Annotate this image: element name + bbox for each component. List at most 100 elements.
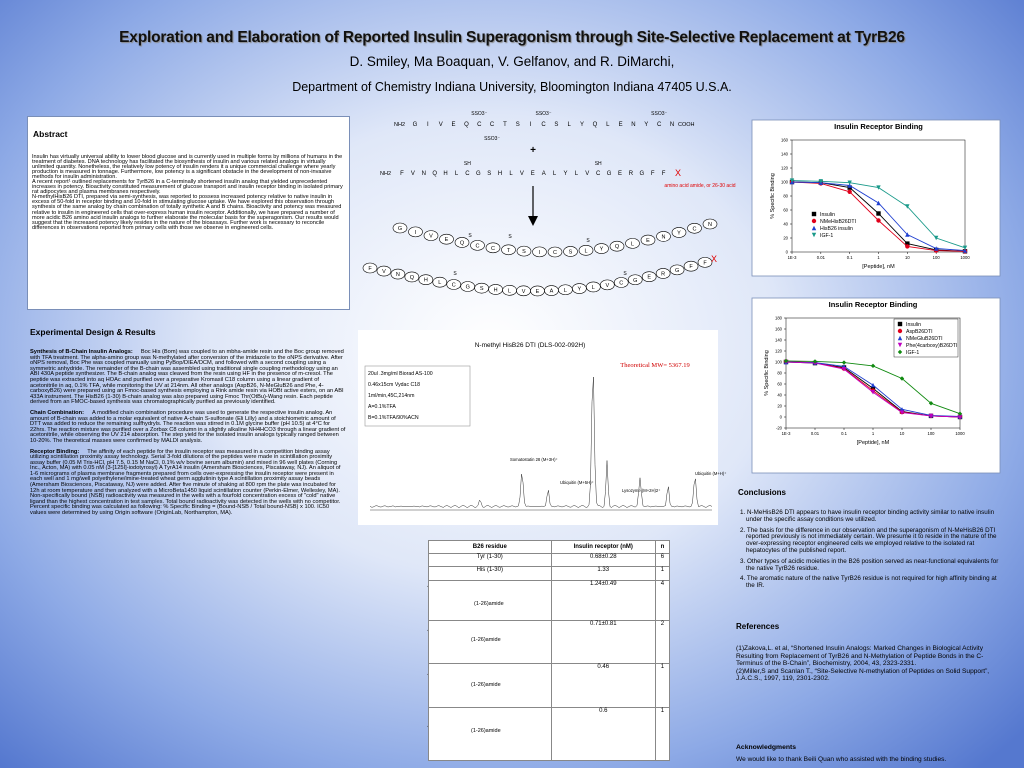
x-tick-label: 1 [877,255,880,260]
abstract-body: Insulin has virtually universal ability … [32,154,346,231]
residue-circle [669,264,685,276]
residue-circle [432,276,448,288]
y-tick-label: 180 [775,316,783,321]
residue: C [693,226,697,232]
marker [870,363,876,369]
marker [905,241,910,246]
peak-label: Ubiquitin (M+5H)⁺ [560,480,594,485]
end-note: amino acid amide, or 26-30 acid [664,183,735,189]
y-tick-label: -20 [776,426,783,431]
residue: C [476,243,480,249]
x-tick-label: 100 [933,255,941,260]
cell: 1 [654,566,671,581]
x-tick-label: 0.1 [841,431,847,436]
x-tick-label: 1E-3 [788,255,798,260]
abstract-paragraph: A recent report¹ outlined replacements f… [32,179,343,196]
residue: L [553,171,557,177]
residue: L [631,241,634,247]
residue: L [584,248,587,254]
marker [876,200,881,206]
ack-text: We would like to thank Beili Quan who as… [736,756,947,763]
legend-marker [811,225,817,231]
chart-title: Insulin Receptor Binding [834,122,923,131]
cell: 0.68±0.28 [550,553,656,567]
residue-circle [627,274,643,286]
residue-circle [376,265,392,277]
conclusion: 4. The aromatic nature of the native Tyr… [740,575,997,590]
residue: H [498,171,502,177]
x-tick-label: 0.01 [811,431,820,436]
marker [933,246,939,251]
residue: Y [644,122,648,128]
conclusion: 1. N-MeHisB26 DTI appears to have insuli… [740,509,995,523]
x-tick-label: 1000 [960,255,970,260]
section: Synthesis of B-Chain Insulin Analogs: Boc… [30,349,346,406]
abstract-heading: Abstract [33,129,68,139]
table-header: B26 residue [428,540,552,554]
sulfonate: SSO3⁻ [651,111,667,117]
residue: H [494,287,498,293]
cell: Tyr (1-30) [428,553,552,567]
residue: E [618,171,622,177]
residue: V [382,269,386,275]
residue: C [452,283,456,289]
legend-marker [897,349,903,355]
nh2: NH2 [380,171,391,177]
residue-circle [418,274,434,285]
residue: F [368,266,372,272]
marker [870,382,876,388]
y-tick-label: 140 [781,152,789,157]
residue: R [629,171,634,177]
residue: E [445,237,449,243]
residue: L [438,280,441,286]
marker [928,413,934,419]
residue: R [661,271,665,277]
y-tick-label: 160 [775,327,783,332]
residue: A [542,171,546,177]
residue: F [689,264,693,270]
authors: D. Smiley, Ma Boaquan, V. Gelfanov, and … [349,54,675,69]
y-tick-label: 20 [777,404,782,409]
residue-circle [656,231,671,242]
residue: C [596,171,601,177]
y-tick-label: 120 [781,166,789,171]
residue-circle [446,279,462,290]
legend-marker [811,218,817,224]
residue: G [607,171,612,177]
cell: His (1-30) [428,566,552,581]
reference: (1)Zakova,L. et al, “Shortened Insulin A… [736,645,984,668]
cell: (1-26)amide [428,620,552,664]
table-header: Insulin receptor (nM) [550,540,656,554]
residue: I [539,250,541,256]
cell: 6 [654,553,671,567]
disulfide: S [468,233,472,239]
y-tick-label: 60 [777,382,782,387]
residue-circle [671,227,687,238]
table-header: n [654,540,671,554]
marker [962,245,968,250]
cell: 1 [654,663,671,708]
y-tick-label: 80 [783,194,788,199]
residue-circle [613,277,629,288]
peak-label: Ubiquitin (M+H)⁺ [695,471,726,476]
residue: E [647,275,651,281]
y-tick-label: 80 [777,371,782,376]
residue: E [536,289,540,295]
abstract-paragraph: Insulin has virtually universal ability … [32,154,343,181]
residue: G [675,268,679,274]
residue-circle [392,222,408,234]
reference: (2)Miller,S and Scanlan T., “Site-Select… [736,667,990,683]
marker [928,401,934,406]
section-text: A modified chain combination procedure w… [30,409,346,444]
cell: 1.33 [550,566,656,581]
residue: I [530,122,532,128]
residue: V [522,289,526,295]
residue: G [476,171,481,177]
residue-circle [609,240,625,252]
marker [812,359,818,364]
y-tick-label: 100 [781,180,789,185]
residue-circle [404,271,420,283]
marker [847,183,852,188]
cell: 1.24±0.49 [550,580,656,621]
legend-frame [893,318,959,358]
